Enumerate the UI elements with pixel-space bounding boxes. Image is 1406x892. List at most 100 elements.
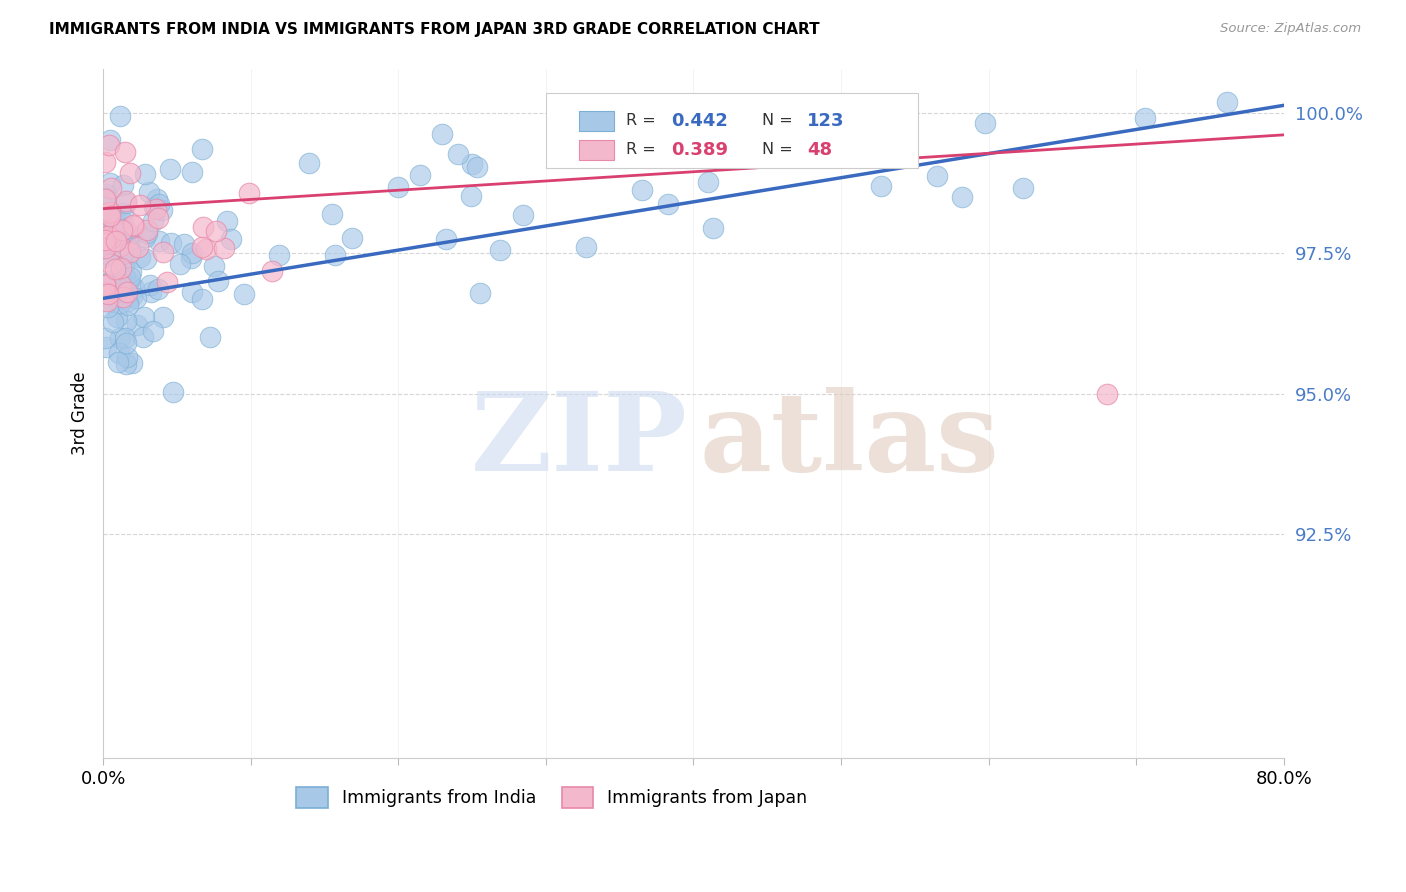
Point (132, 310, 155, 324)
Point (138, 185, 160, 199)
Point (110, 331, 132, 345)
Point (657, 196, 679, 211)
Point (93, 331, 115, 345)
Point (146, 192, 169, 206)
Point (434, 232, 457, 246)
Point (191, 142, 214, 156)
Point (387, 179, 409, 194)
Point (142, 213, 165, 227)
Point (465, 160, 488, 174)
Point (105, 226, 128, 240)
Point (93, 192, 115, 206)
Point (207, 274, 229, 288)
Point (1216, 95, 1239, 110)
FancyBboxPatch shape (546, 93, 918, 169)
Point (139, 285, 162, 300)
Point (121, 289, 143, 303)
Point (869, 178, 891, 193)
Point (575, 240, 598, 254)
Point (101, 293, 124, 308)
Point (1011, 181, 1033, 195)
Point (111, 214, 134, 228)
Point (152, 245, 174, 260)
Point (121, 218, 143, 232)
Point (124, 281, 146, 295)
Point (98, 210, 121, 224)
Point (121, 356, 143, 370)
Point (460, 189, 482, 203)
Point (115, 196, 138, 211)
Point (97, 205, 120, 219)
Text: N =: N = (762, 143, 797, 157)
Point (950, 190, 973, 204)
Point (129, 251, 152, 265)
Point (489, 244, 512, 258)
Point (104, 219, 127, 234)
Point (139, 277, 162, 292)
Point (117, 298, 139, 312)
Point (118, 166, 141, 180)
Legend: Immigrants from India, Immigrants from Japan: Immigrants from India, Immigrants from J… (290, 780, 814, 814)
Point (117, 285, 139, 299)
Point (114, 194, 136, 208)
Point (159, 162, 181, 177)
Point (107, 354, 129, 368)
Point (136, 226, 159, 240)
Point (446, 147, 468, 161)
Point (112, 258, 135, 272)
Point (142, 324, 165, 338)
Point (215, 214, 238, 228)
Point (134, 252, 156, 266)
Point (112, 290, 135, 304)
Point (105, 223, 128, 237)
Point (98, 138, 121, 153)
Point (114, 145, 136, 159)
Point (927, 169, 949, 183)
Point (114, 222, 136, 236)
Text: 0.389: 0.389 (671, 141, 728, 159)
Point (101, 315, 124, 329)
Point (105, 235, 128, 250)
Point (104, 235, 127, 249)
Point (702, 221, 724, 235)
Point (180, 165, 202, 179)
Point (127, 240, 149, 254)
Point (118, 244, 141, 259)
Point (323, 248, 346, 262)
Point (100, 257, 122, 271)
Point (120, 227, 142, 241)
Y-axis label: 3rd Grade: 3rd Grade (72, 371, 89, 455)
Point (125, 291, 148, 305)
Text: 0.442: 0.442 (671, 112, 728, 130)
Point (98, 204, 121, 219)
Point (97, 276, 120, 290)
Point (128, 198, 150, 212)
Point (104, 261, 127, 276)
Point (103, 222, 125, 236)
Point (118, 274, 141, 288)
Point (115, 350, 138, 364)
Point (93, 233, 115, 247)
Point (630, 183, 652, 197)
Point (143, 200, 166, 214)
Point (232, 286, 254, 301)
FancyBboxPatch shape (579, 112, 614, 130)
Point (461, 157, 484, 171)
Point (93, 277, 115, 292)
Point (107, 277, 129, 291)
Point (105, 310, 128, 325)
Point (93, 154, 115, 169)
Point (321, 207, 343, 221)
Point (219, 232, 242, 246)
Point (169, 257, 191, 271)
Point (93, 286, 115, 301)
Point (111, 247, 134, 261)
Text: R =: R = (626, 113, 661, 128)
Text: atlas: atlas (699, 387, 1000, 494)
Point (212, 241, 235, 255)
Point (120, 243, 142, 257)
Point (94, 235, 117, 250)
Point (191, 240, 214, 254)
Point (93, 277, 115, 292)
Point (94, 186, 117, 201)
